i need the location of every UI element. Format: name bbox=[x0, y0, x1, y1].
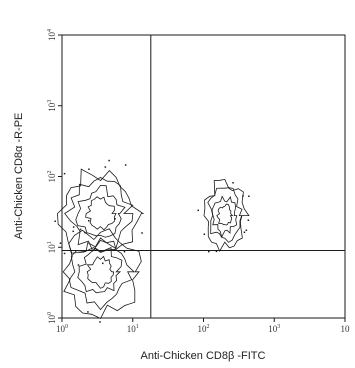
event-dot bbox=[123, 250, 126, 253]
x-tick-label: 101 bbox=[127, 324, 139, 334]
quadrant-gates bbox=[62, 35, 345, 318]
y-axis-label: Anti-Chicken CD8α -R-PE bbox=[13, 113, 25, 240]
event-dot bbox=[215, 250, 218, 253]
y-axis-ticks: 100 101 102 103 104 bbox=[47, 29, 62, 324]
y-tick-label: 103 bbox=[47, 100, 57, 112]
contour-lower-left-level-4 bbox=[86, 255, 114, 289]
event-dot bbox=[203, 233, 206, 235]
event-dot bbox=[63, 172, 66, 175]
event-dot bbox=[141, 232, 143, 234]
contour-upper-right-level-3 bbox=[211, 195, 238, 238]
event-dot bbox=[88, 220, 90, 222]
event-dot bbox=[99, 321, 101, 323]
plot-frame bbox=[61, 34, 346, 319]
event-dot bbox=[197, 209, 199, 212]
y-tick-label: 101 bbox=[47, 241, 57, 253]
event-dot bbox=[63, 252, 66, 255]
x-axis-ticks: 100 101 102 103 10 bbox=[56, 318, 350, 334]
y-tick-label: 100 bbox=[47, 312, 57, 324]
event-dot bbox=[232, 182, 234, 184]
x-tick-label: 103 bbox=[268, 324, 280, 334]
event-dot bbox=[72, 226, 75, 228]
event-dot bbox=[208, 250, 210, 253]
contour-upper-right-level-1 bbox=[203, 178, 250, 252]
event-dot bbox=[102, 262, 104, 265]
contour-upper-left-level-3 bbox=[75, 184, 126, 238]
contour-upper-left-level-2 bbox=[64, 177, 134, 252]
x-tick-label: 10 bbox=[341, 324, 351, 334]
y-tick-label: 104 bbox=[47, 29, 57, 41]
contour-layer bbox=[54, 159, 250, 323]
x-tick-label: 102 bbox=[198, 324, 210, 334]
contour-lower-left-level-3 bbox=[77, 247, 123, 294]
event-dot bbox=[59, 242, 62, 244]
event-dot bbox=[87, 311, 89, 313]
plot-area bbox=[54, 34, 346, 323]
event-dot bbox=[124, 164, 127, 166]
event-dot bbox=[77, 264, 80, 266]
event-dot bbox=[79, 228, 82, 231]
x-axis-label: Anti-Chicken CD8β -FITC bbox=[141, 350, 266, 362]
contour-lower-left-level-1 bbox=[62, 228, 142, 320]
contour-upper-right-level-4 bbox=[216, 203, 234, 226]
x-tick-label: 100 bbox=[56, 324, 68, 334]
event-dot bbox=[72, 230, 74, 233]
event-dot bbox=[84, 231, 86, 234]
event-dot bbox=[114, 218, 116, 220]
event-dot bbox=[54, 220, 56, 222]
event-dot bbox=[248, 195, 250, 197]
event-dot bbox=[243, 231, 246, 233]
event-dot bbox=[88, 168, 90, 170]
event-dot bbox=[245, 229, 248, 231]
event-dot bbox=[247, 219, 250, 221]
contour-upper-left-level-4 bbox=[85, 196, 117, 231]
y-tick-label: 102 bbox=[47, 171, 57, 183]
event-dot bbox=[104, 166, 107, 168]
event-dot bbox=[242, 195, 244, 197]
event-dot bbox=[108, 159, 110, 162]
